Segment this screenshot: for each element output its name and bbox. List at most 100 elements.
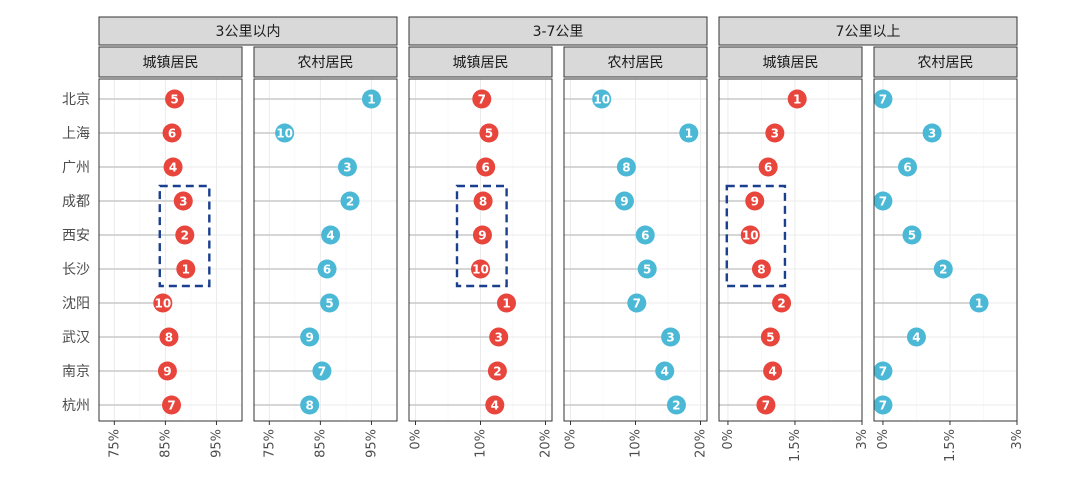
dot-2-0-6	[772, 293, 792, 313]
panel-border-0-1	[253, 78, 398, 422]
panel-border-2-0	[718, 78, 863, 422]
group-strip-1	[408, 16, 708, 46]
tick-label-1-0-2: 20%	[539, 429, 554, 458]
group-strip-2	[718, 16, 1018, 46]
dot-1-0-7	[489, 327, 509, 347]
dot-label-0-1-4: 4	[326, 228, 334, 242]
dot-label-1-1-1: 1	[685, 126, 693, 140]
dot-0-1-2	[337, 157, 357, 177]
dot-1-0-5	[471, 259, 490, 279]
dot-label-0-1-8: 7	[318, 364, 326, 378]
dot-label-0-0-0: 5	[170, 92, 178, 106]
dot-0-1-0	[361, 89, 381, 109]
city-label-9: 杭州	[62, 398, 90, 414]
dot-0-0-4	[175, 225, 195, 245]
panel-strip-1-0	[408, 46, 553, 78]
dot-2-1-1	[922, 123, 942, 143]
panel-strip-1-1	[563, 46, 708, 78]
dot-1-1-3	[614, 191, 634, 211]
city-label-6: 沈阳	[62, 296, 90, 312]
city-label-5: 长沙	[62, 262, 90, 278]
dot-2-1-4	[902, 225, 922, 245]
city-label-2: 广州	[62, 160, 90, 176]
dot-label-0-0-3: 3	[179, 194, 187, 208]
dot-2-1-9	[873, 395, 893, 415]
tick-label-1-1-0: 0%	[564, 429, 579, 450]
dot-label-1-0-2: 6	[482, 160, 490, 174]
dot-label-2-0-2: 6	[764, 160, 772, 174]
dot-0-1-1	[275, 123, 295, 143]
dot-label-1-0-8: 2	[493, 364, 501, 378]
dot-label-0-1-1: 10	[276, 126, 293, 140]
dot-label-2-1-5: 2	[939, 262, 947, 276]
tick-label-2-0-1: 1.5%	[788, 429, 803, 462]
tick-label-0-0-0: 75%	[107, 429, 122, 458]
dot-2-1-6	[969, 293, 989, 313]
dot-2-1-3	[873, 191, 893, 211]
dot-label-0-1-0: 1	[367, 92, 375, 106]
dot-1-1-7	[661, 327, 681, 347]
dot-0-1-9	[300, 395, 320, 415]
panel-title-2-1: 农村居民	[918, 55, 974, 71]
dot-label-1-0-5: 10	[472, 262, 489, 276]
dot-0-0-1	[162, 123, 182, 143]
dot-label-0-1-7: 9	[305, 330, 313, 344]
dot-1-1-2	[616, 157, 636, 177]
panel-title-0-1: 农村居民	[298, 55, 354, 71]
tick-label-1-0-1: 10%	[474, 429, 489, 458]
highlight-box-0	[158, 184, 211, 288]
dot-label-0-1-6: 5	[325, 296, 333, 310]
dot-0-0-0	[165, 89, 185, 109]
highlight-box-1	[455, 184, 508, 288]
dot-label-2-0-7: 5	[766, 330, 774, 344]
dot-label-1-1-2: 8	[622, 160, 630, 174]
dot-label-0-0-6: 10	[154, 296, 171, 310]
dot-1-1-9	[666, 395, 686, 415]
dot-1-0-4	[472, 225, 492, 245]
dot-1-1-6	[627, 293, 647, 313]
dot-1-0-6	[497, 293, 516, 313]
dot-1-1-8	[655, 361, 675, 381]
tick-label-2-0-2: 3%	[855, 429, 870, 450]
dot-label-1-0-9: 4	[491, 398, 499, 412]
dot-1-0-3	[473, 191, 493, 211]
dot-2-0-0	[787, 89, 807, 109]
tick-label-1-1-1: 10%	[629, 429, 644, 458]
city-label-1: 上海	[62, 126, 90, 142]
dot-label-0-0-1: 6	[168, 126, 176, 140]
dot-1-0-0	[472, 89, 492, 109]
dot-2-1-7	[906, 327, 926, 347]
panel-title-0-0: 城镇居民	[143, 55, 199, 71]
tick-label-1-0-0: 0%	[409, 429, 424, 450]
dot-label-2-0-8: 4	[768, 364, 776, 378]
panel-strip-2-1	[873, 46, 1018, 78]
dot-2-0-7	[760, 327, 780, 347]
panel-title-2-0: 城镇居民	[763, 55, 819, 71]
dot-label-0-0-2: 4	[169, 160, 177, 174]
dot-label-2-0-3: 9	[751, 194, 759, 208]
dot-label-1-1-7: 3	[666, 330, 674, 344]
dot-1-1-5	[637, 259, 657, 279]
dot-label-1-0-7: 3	[495, 330, 503, 344]
dot-0-1-6	[320, 293, 340, 313]
dot-label-2-1-3: 7	[879, 194, 887, 208]
city-label-4: 西安	[62, 228, 90, 244]
tick-label-2-1-2: 3%	[1010, 429, 1025, 450]
dot-2-0-2	[758, 157, 778, 177]
tick-label-0-1-1: 85%	[313, 429, 328, 458]
dot-0-0-2	[163, 157, 183, 177]
dot-2-1-2	[898, 157, 918, 177]
dot-label-2-1-7: 4	[912, 330, 920, 344]
tick-label-0-1-2: 95%	[364, 429, 379, 458]
dot-label-0-0-4: 2	[181, 228, 189, 242]
panel-strip-2-0	[718, 46, 863, 78]
dot-0-0-5	[176, 259, 196, 279]
highlight-box-2	[725, 184, 787, 288]
dot-label-1-0-3: 8	[479, 194, 487, 208]
dot-0-1-5	[317, 259, 337, 279]
dot-1-0-9	[485, 395, 505, 415]
group-title-2: 7公里以上	[836, 24, 901, 40]
dot-label-0-1-9: 8	[305, 398, 313, 412]
dot-2-0-8	[763, 361, 783, 381]
